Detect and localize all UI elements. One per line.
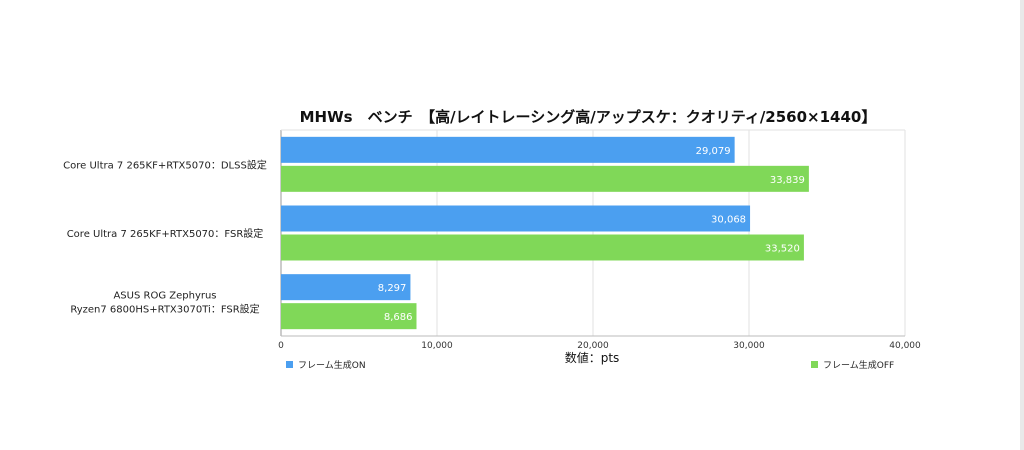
- bar-off: [281, 234, 804, 261]
- data-label: 29,079: [696, 146, 731, 157]
- bar-off: [281, 303, 417, 330]
- legend-label: フレーム生成OFF: [823, 359, 894, 371]
- legend-swatch: [811, 361, 818, 368]
- category-label: Core Ultra 7 265KF+RTX5070：DLSS設定: [63, 158, 267, 171]
- data-labels: 29,079 33,839 30,068 33,520 8,297 8,686: [378, 146, 805, 323]
- y-axis-categories: Core Ultra 7 265KF+RTX5070：DLSS設定 Core Ul…: [63, 158, 267, 315]
- x-axis-label: 数値：pts: [565, 350, 620, 365]
- bar-on: [281, 274, 411, 301]
- bar-on: [281, 136, 735, 163]
- gridlines: [280, 129, 906, 337]
- chart-title: MHWs ベンチ 【高/レイトレーシング高/アップスケ：クオリティ/2560×1…: [300, 108, 877, 126]
- x-tick-label: 30,000: [733, 341, 765, 351]
- legend-label: フレーム生成ON: [298, 359, 366, 371]
- legend: フレーム生成ON フレーム生成OFF: [286, 359, 894, 371]
- x-tick-label: 40,000: [889, 341, 921, 351]
- x-tick-label: 10,000: [421, 341, 453, 351]
- data-label: 8,297: [378, 283, 407, 294]
- category-label: ASUS ROG Zephyrus Ryzen7 6800HS+RTX3070Ti…: [70, 291, 259, 316]
- bar-off: [281, 165, 809, 192]
- data-label: 30,068: [711, 215, 746, 226]
- x-axis-ticks: 0 10,000 20,000 30,000 40,000: [278, 341, 921, 351]
- category-label: Core Ultra 7 265KF+RTX5070：FSR設定: [67, 227, 264, 240]
- page-edge-strip: [1020, 0, 1024, 450]
- x-tick-label: 20,000: [577, 341, 609, 351]
- data-label: 33,520: [765, 244, 800, 255]
- data-label: 8,686: [384, 312, 413, 323]
- bar-on: [281, 205, 751, 232]
- data-label: 33,839: [770, 175, 805, 186]
- x-tick-label: 0: [278, 341, 284, 351]
- legend-swatch: [286, 361, 293, 368]
- bars: [281, 136, 809, 330]
